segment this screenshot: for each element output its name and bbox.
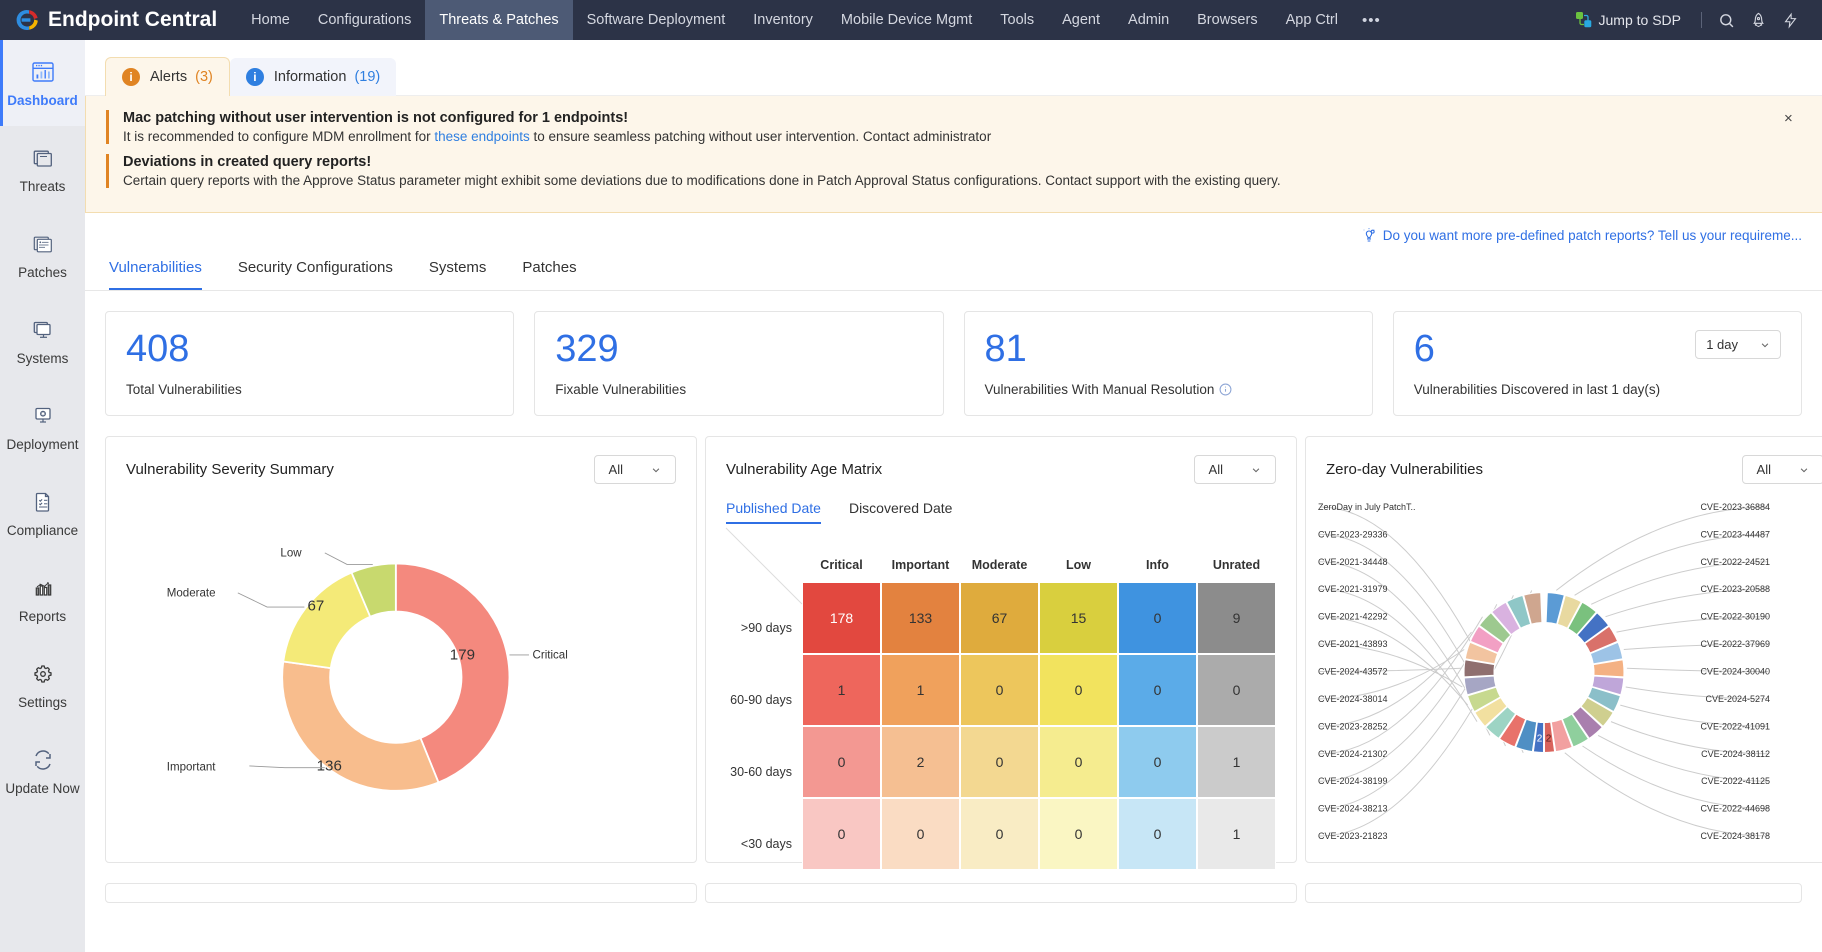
svg-text:CVE-2024-30040: CVE-2024-30040 (1700, 667, 1770, 677)
svg-text:CVE-2024-43572: CVE-2024-43572 (1318, 667, 1388, 677)
svg-text:CVE-2022-41091: CVE-2022-41091 (1700, 721, 1770, 731)
svg-text:CVE-2024-5274: CVE-2024-5274 (1705, 694, 1770, 704)
svg-text:CVE-2023-36884: CVE-2023-36884 (1700, 502, 1770, 512)
svg-text:CVE-2022-41125: CVE-2022-41125 (1701, 776, 1770, 786)
svg-text:CVE-2024-38178: CVE-2024-38178 (1700, 831, 1770, 840)
svg-text:CVE-2023-29336: CVE-2023-29336 (1318, 529, 1388, 539)
svg-text:CVE-2024-21302: CVE-2024-21302 (1318, 749, 1388, 759)
svg-text:CVE-2022-24521: CVE-2022-24521 (1700, 557, 1770, 567)
svg-text:179: 179 (450, 646, 475, 663)
svg-text:CVE-2023-28252: CVE-2023-28252 (1318, 721, 1388, 731)
svg-text:CVE-2023-20588: CVE-2023-20588 (1700, 584, 1770, 594)
svg-text:2: 2 (1546, 733, 1552, 744)
svg-text:CVE-2021-42292: CVE-2021-42292 (1318, 612, 1388, 622)
svg-text:CVE-2022-30190: CVE-2022-30190 (1700, 612, 1770, 622)
svg-text:CVE-2021-34448: CVE-2021-34448 (1318, 557, 1388, 567)
svg-text:67: 67 (308, 598, 325, 615)
svg-text:Low: Low (280, 547, 302, 559)
svg-text:2: 2 (1537, 733, 1543, 744)
svg-text:CVE-2024-38213: CVE-2024-38213 (1318, 804, 1388, 814)
svg-text:CVE-2021-43893: CVE-2021-43893 (1318, 639, 1388, 649)
svg-text:Critical: Critical (533, 650, 568, 662)
svg-text:CVE-2024-38112: CVE-2024-38112 (1701, 749, 1770, 759)
svg-text:Moderate: Moderate (167, 587, 216, 599)
svg-text:CVE-2024-38014: CVE-2024-38014 (1318, 694, 1388, 704)
svg-text:CVE-2023-44487: CVE-2023-44487 (1700, 529, 1770, 539)
svg-text:CVE-2022-44698: CVE-2022-44698 (1700, 804, 1770, 814)
svg-text:CVE-2023-21823: CVE-2023-21823 (1318, 831, 1388, 840)
svg-text:ZeroDay in July PatchT..: ZeroDay in July PatchT.. (1318, 502, 1416, 512)
svg-text:136: 136 (317, 757, 342, 774)
svg-text:CVE-2022-37969: CVE-2022-37969 (1700, 639, 1770, 649)
svg-text:CVE-2024-38199: CVE-2024-38199 (1318, 776, 1388, 786)
svg-text:CVE-2021-31979: CVE-2021-31979 (1318, 584, 1388, 594)
svg-text:Important: Important (167, 761, 217, 773)
